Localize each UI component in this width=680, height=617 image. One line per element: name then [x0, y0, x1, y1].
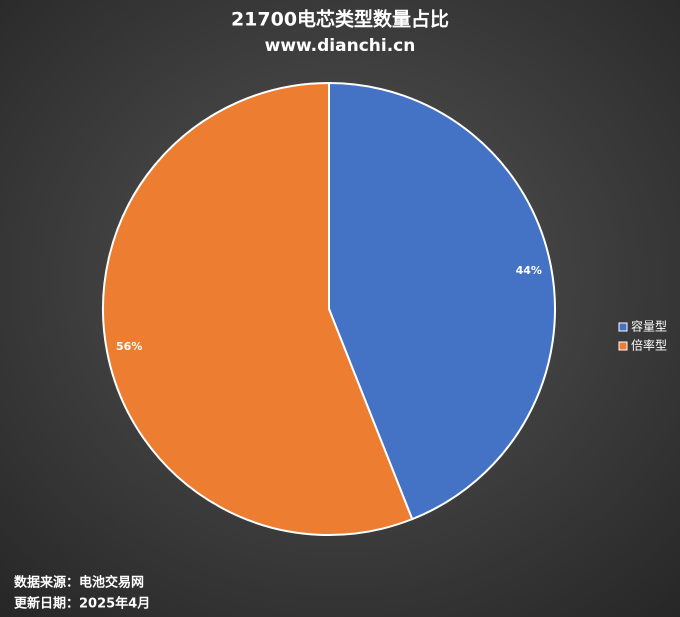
chart-title: 21700电芯类型数量占比	[231, 8, 449, 31]
source-note: 数据来源：电池交易网	[14, 575, 144, 591]
data-label: 44%	[516, 264, 542, 277]
chart-subtitle: www.dianchi.cn	[265, 36, 416, 56]
legend-swatch	[618, 322, 628, 332]
legend-label: 容量型	[631, 319, 667, 334]
data-label: 56%	[116, 340, 142, 353]
date-note: 更新日期：2025年4月	[14, 596, 150, 612]
legend-swatch	[618, 341, 628, 351]
pie-slice	[328, 81, 556, 521]
legend-label: 倍率型	[631, 338, 667, 353]
pie-slice	[102, 81, 414, 536]
